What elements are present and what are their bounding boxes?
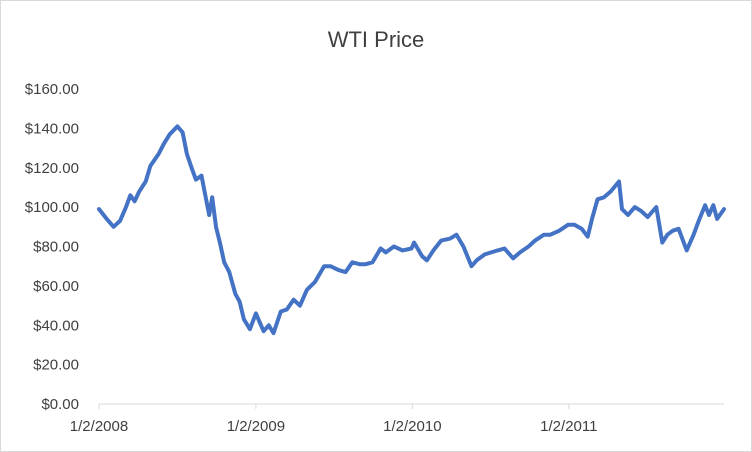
- y-tick-label: $160.00: [25, 81, 79, 98]
- x-tick-label: 1/2/2010: [383, 418, 441, 435]
- x-tick-label: 1/2/2009: [227, 418, 285, 435]
- series-group: [97, 124, 726, 336]
- series-line: [97, 124, 726, 336]
- y-tick-label: $140.00: [25, 120, 79, 137]
- y-tick-label: $0.00: [41, 396, 79, 413]
- y-tick-label: $100.00: [25, 199, 79, 216]
- y-tick-label: $60.00: [33, 278, 79, 295]
- y-axis: $0.00 $20.00 $40.00 $60.00 $80.00 $100.00 $120…: [25, 81, 79, 413]
- y-tick-label: $40.00: [33, 317, 79, 334]
- y-tick-label: $20.00: [33, 357, 79, 374]
- chart-title: WTI Price: [327, 27, 425, 52]
- x-tick-label: 1/2/2011: [540, 418, 597, 435]
- x-tick-label: 1/2/2008: [70, 418, 128, 435]
- y-tick-label: $120.00: [25, 160, 79, 177]
- x-axis: 1/2/2008 1/2/2009 1/2/2010 1/2/2011: [70, 403, 724, 435]
- y-tick-label: $80.00: [33, 239, 79, 256]
